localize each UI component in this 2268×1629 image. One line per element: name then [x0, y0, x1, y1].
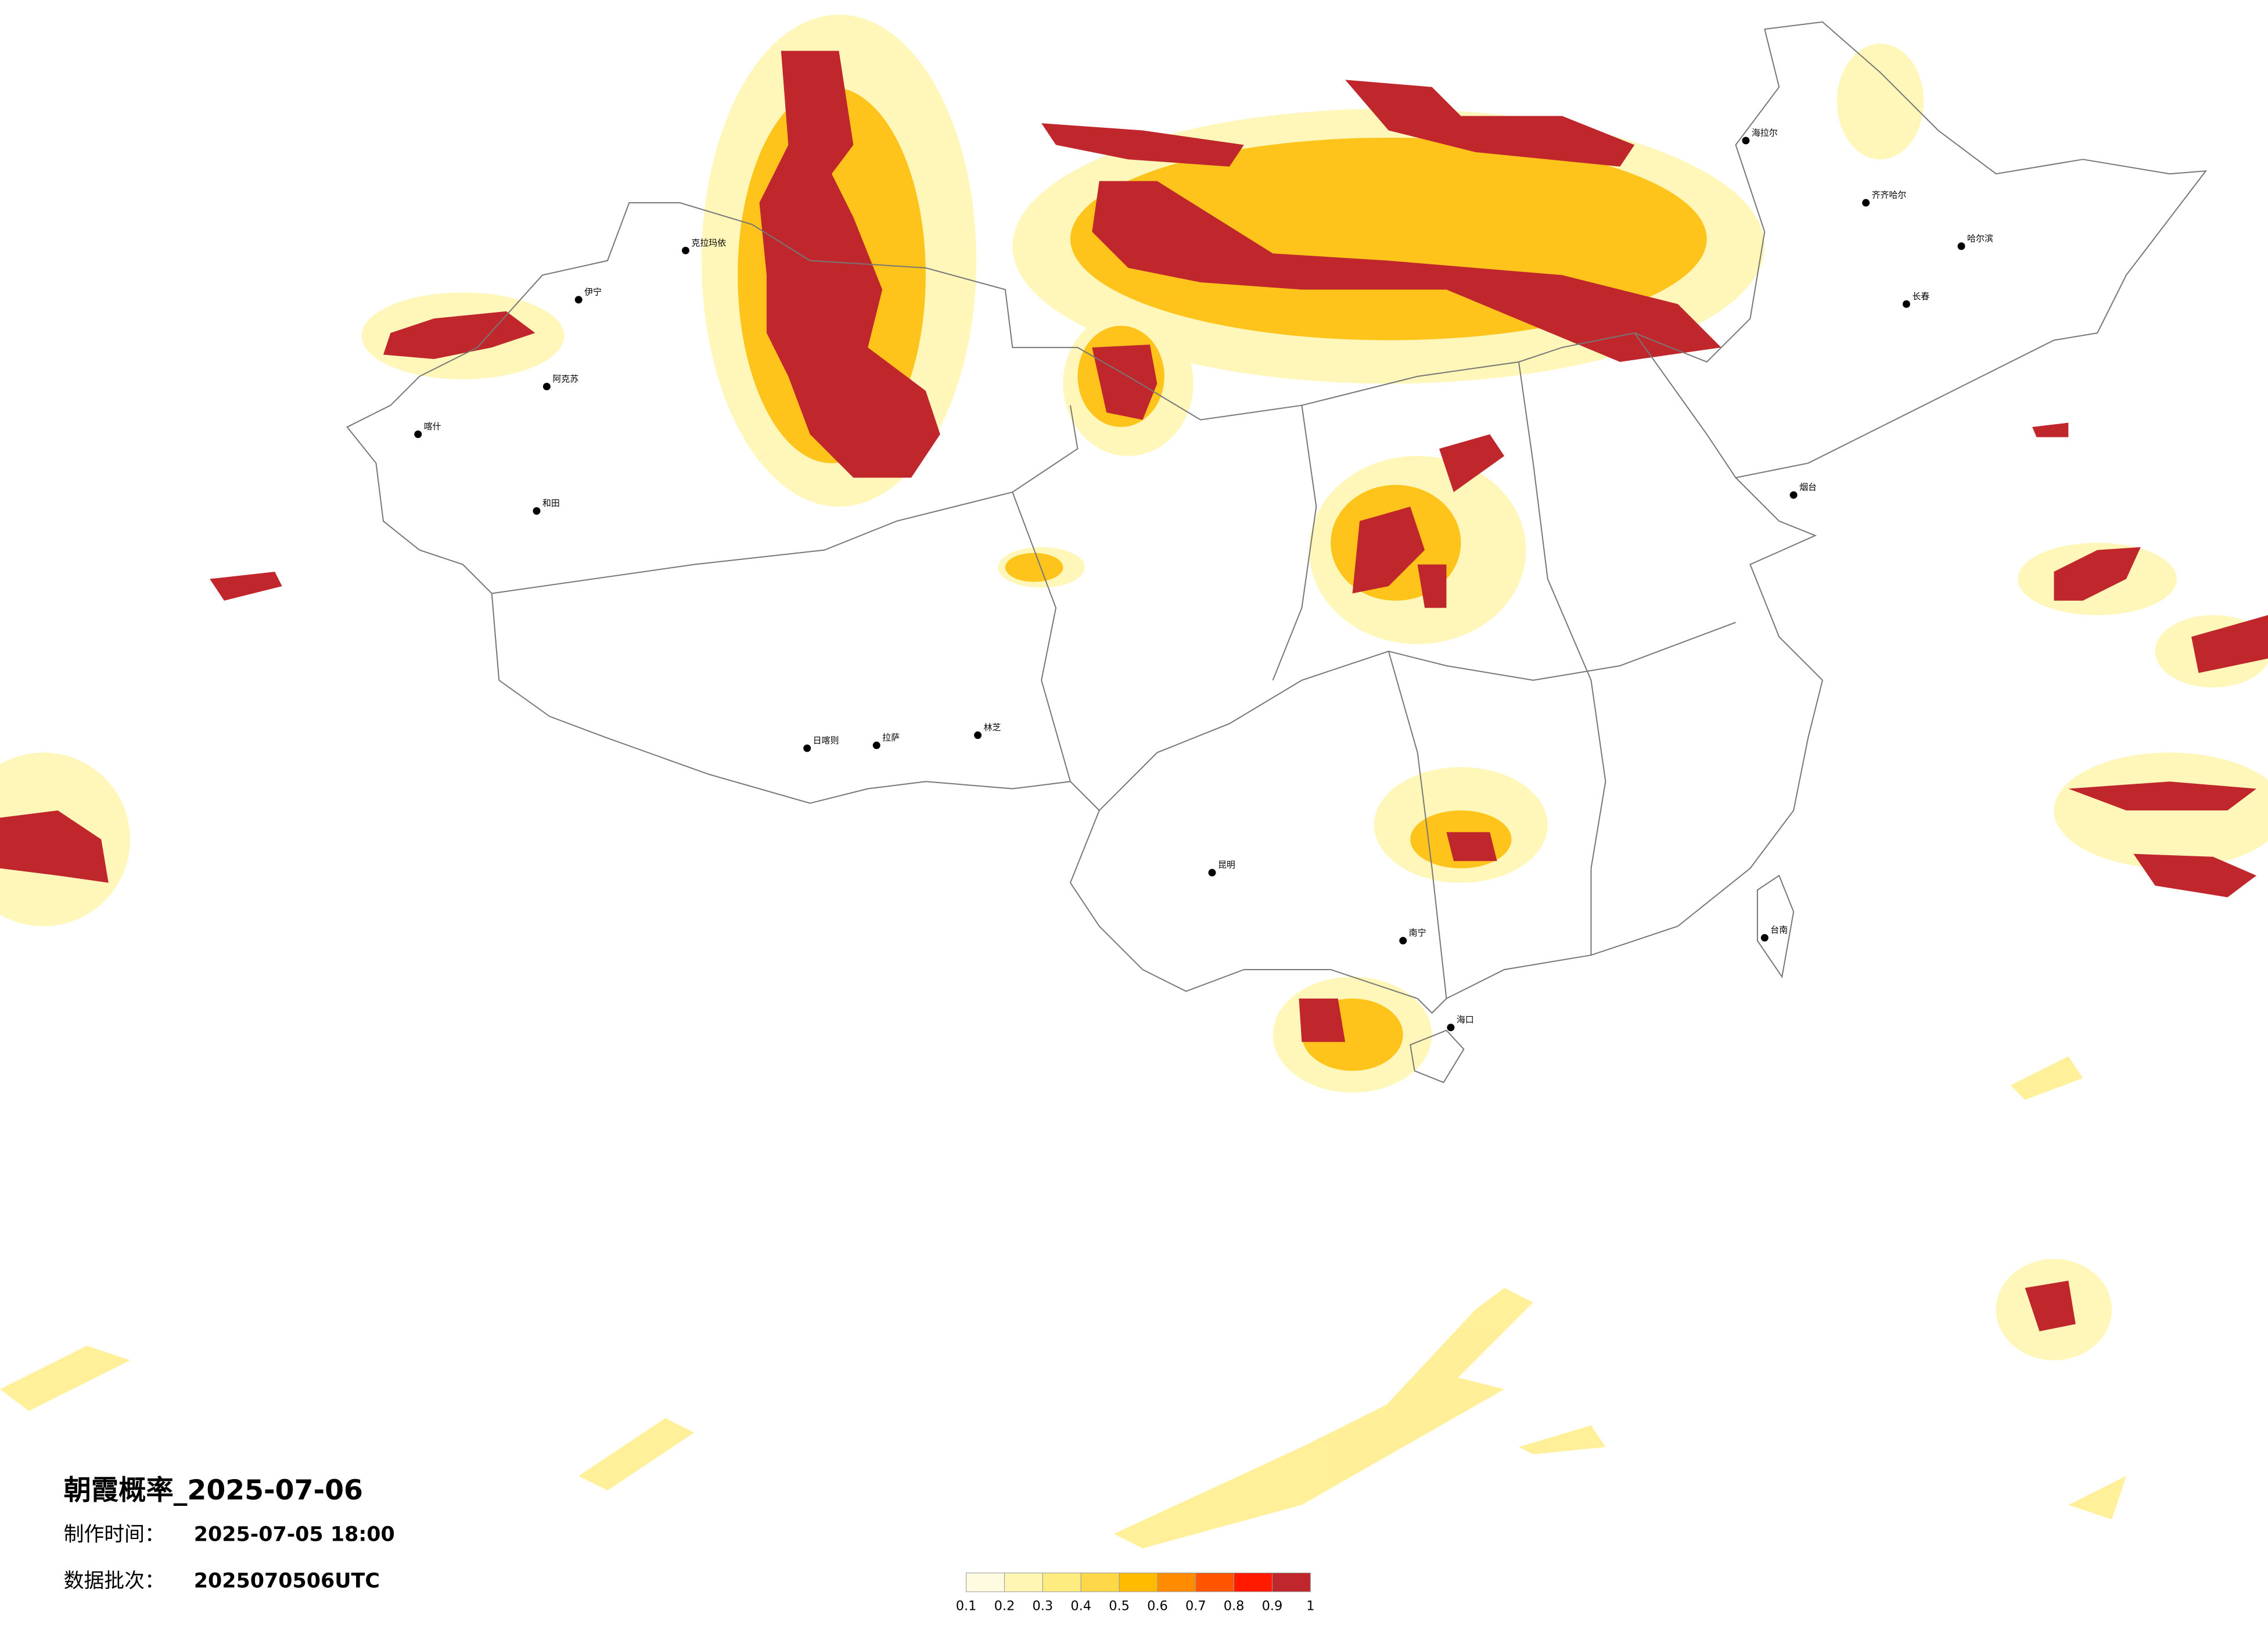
city-label: 林芝 [983, 722, 1001, 733]
city-dot [533, 507, 541, 515]
colorbar-bin [1271, 1572, 1311, 1592]
city-label: 阿克苏 [552, 374, 578, 384]
city-label: 日喀则 [813, 735, 839, 745]
colorbar-bin [1119, 1572, 1158, 1592]
city-label: 和田 [542, 498, 560, 508]
colorbar-tick-label: 0.1 [956, 1598, 977, 1613]
colorbar-bin [1004, 1572, 1043, 1592]
city-label: 克拉玛依 [691, 238, 726, 248]
city-label: 伊宁 [584, 286, 602, 297]
city-label: 海口 [1457, 1014, 1474, 1025]
boundaries [346, 21, 2208, 1083]
colorbar-bin [1195, 1572, 1235, 1592]
made-time: 2025-07-05 18:00 [194, 1523, 395, 1547]
colorbar-bin [1080, 1572, 1120, 1592]
city-label: 烟台 [1799, 482, 1817, 493]
colorbar-tick-label: 0.2 [994, 1598, 1015, 1613]
colorbar-tick-label: 1 [1306, 1598, 1314, 1613]
city-label: 台南 [1770, 925, 1788, 935]
city-dot [681, 246, 689, 254]
batch: 2025070506UTC [194, 1569, 380, 1592]
batch-label: 数据批次： [64, 1569, 165, 1592]
city-dot [872, 741, 880, 749]
colorbar-tick-label: 0.4 [1070, 1598, 1091, 1613]
made-time-label: 制作时间： [64, 1523, 165, 1547]
city-label: 哈尔滨 [1967, 233, 1993, 243]
city-dot [1208, 869, 1216, 877]
city-label: 海拉尔 [1752, 127, 1778, 138]
probability-field [0, 15, 2268, 1549]
city-dot [1760, 934, 1769, 942]
colorbar: 0.1 0.2 0.3 0.4 0.5 0.6 0.7 0.8 0.9 1 [956, 1572, 1314, 1613]
city-label: 拉萨 [882, 732, 900, 742]
city-dot [1957, 242, 1965, 250]
colorbar-bin [1042, 1572, 1081, 1592]
caption: 朝霞概率_2025-07-06 制作时间： 2025-07-05 18:00 数… [64, 1474, 395, 1592]
city-label: 长春 [1912, 291, 1929, 302]
colorbar-tick-label: 0.7 [1185, 1598, 1206, 1613]
city-dot [574, 296, 583, 304]
city-dot [1862, 199, 1870, 207]
colorbar-tick-label: 0.3 [1033, 1598, 1054, 1613]
colorbar-tick-label: 0.8 [1224, 1598, 1245, 1613]
colorbar-tick-label: 0.5 [1109, 1598, 1130, 1613]
city-dot [1447, 1024, 1455, 1032]
city-label: 南宁 [1409, 928, 1426, 938]
city-dot [542, 382, 551, 390]
city-dot [1399, 937, 1407, 945]
colorbar-tick-label: 0.9 [1262, 1598, 1283, 1613]
colorbar-bin [966, 1572, 1005, 1592]
city-label: 昆明 [1218, 860, 1235, 870]
city-label: 齐齐哈尔 [1872, 190, 1907, 200]
city-dot [1789, 491, 1798, 499]
colorbar-bin [1234, 1572, 1273, 1592]
colorbar-tick-label: 0.6 [1147, 1598, 1168, 1613]
city-dot [414, 430, 422, 438]
city-dot [1742, 137, 1750, 145]
city-dot [974, 731, 982, 739]
city-dot [1902, 300, 1910, 308]
title: 朝霞概率_2025-07-06 [64, 1474, 363, 1506]
colorbar-bin [1157, 1572, 1196, 1592]
city-label: 喀什 [424, 421, 441, 432]
city-dot [803, 744, 811, 752]
